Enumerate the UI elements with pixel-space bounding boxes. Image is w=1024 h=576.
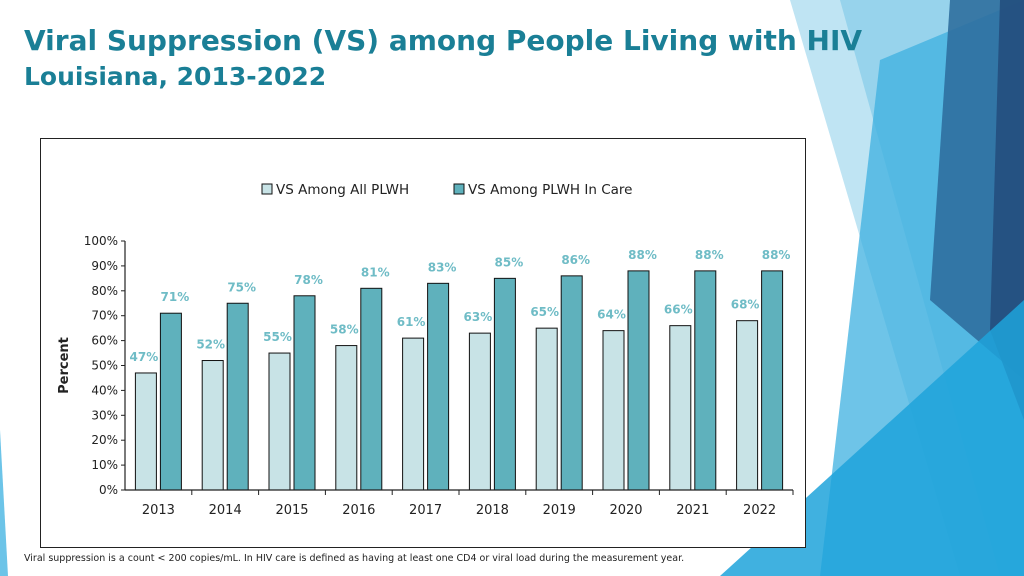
x-tick-label: 2018 bbox=[476, 503, 509, 518]
x-tick-label: 2013 bbox=[142, 503, 175, 518]
data-label-plwh-in-care: 86% bbox=[561, 253, 590, 267]
bar-plwh-in-care bbox=[761, 270, 784, 491]
footnote: Viral suppression is a count < 200 copie… bbox=[24, 553, 685, 564]
bar-plwh-in-care bbox=[560, 275, 583, 491]
bar-all-plwh bbox=[201, 360, 224, 491]
data-label-all-plwh: 65% bbox=[530, 305, 559, 319]
x-tick-label: 2016 bbox=[342, 503, 375, 518]
data-label-plwh-in-care: 88% bbox=[762, 248, 791, 262]
data-label-all-plwh: 64% bbox=[597, 308, 626, 322]
data-label-plwh-in-care: 78% bbox=[294, 273, 323, 287]
data-label-all-plwh: 66% bbox=[664, 303, 693, 317]
data-label-plwh-in-care: 71% bbox=[161, 290, 190, 304]
y-axis-title: Percent bbox=[57, 337, 72, 394]
bar-plwh-in-care bbox=[159, 312, 182, 491]
y-tick-label: 70% bbox=[91, 309, 118, 323]
data-label-plwh-in-care: 75% bbox=[227, 280, 256, 294]
x-tick-label: 2020 bbox=[609, 503, 642, 518]
y-tick-label: 30% bbox=[91, 408, 118, 422]
chart-frame: 0% 10% 20% 30% 40% 50% 60% 70% 80% 90% 100% Percent… bbox=[40, 138, 806, 548]
x-tick-label: 2021 bbox=[676, 503, 709, 518]
bar-plwh-in-care bbox=[360, 287, 383, 491]
legend-swatch-all-plwh bbox=[261, 183, 273, 195]
bar-plwh-in-care bbox=[627, 270, 650, 491]
data-label-plwh-in-care: 88% bbox=[695, 248, 724, 262]
data-label-all-plwh: 68% bbox=[731, 298, 760, 312]
y-tick-label: 40% bbox=[91, 383, 118, 397]
bar-all-plwh bbox=[134, 372, 157, 491]
data-label-plwh-in-care: 85% bbox=[495, 255, 524, 269]
bar-all-plwh bbox=[669, 325, 692, 491]
y-tick-label: 20% bbox=[91, 433, 118, 447]
bar-all-plwh bbox=[535, 327, 558, 491]
data-label-all-plwh: 58% bbox=[330, 323, 359, 337]
y-tick-label: 50% bbox=[91, 359, 118, 373]
bar-plwh-in-care bbox=[226, 302, 249, 491]
bar-all-plwh bbox=[468, 332, 491, 491]
bar-plwh-in-care bbox=[427, 282, 450, 491]
legend-swatch-plwh-in-care bbox=[453, 183, 465, 195]
bar-all-plwh bbox=[736, 320, 759, 491]
data-label-plwh-in-care: 88% bbox=[628, 248, 657, 262]
data-label-all-plwh: 61% bbox=[397, 315, 426, 329]
y-tick-label: 60% bbox=[91, 334, 118, 348]
x-tick-label: 2022 bbox=[743, 503, 776, 518]
x-tick-label: 2014 bbox=[209, 503, 242, 518]
data-label-all-plwh: 52% bbox=[196, 338, 225, 352]
bar-plwh-in-care bbox=[493, 277, 516, 491]
data-label-all-plwh: 47% bbox=[130, 350, 159, 364]
page-title: Viral Suppression (VS) among People Livi… bbox=[24, 24, 863, 57]
y-tick-label: 90% bbox=[91, 259, 118, 273]
page-subtitle: Louisiana, 2013-2022 bbox=[24, 62, 327, 91]
x-tick-label: 2017 bbox=[409, 503, 442, 518]
x-tick-label: 2015 bbox=[275, 503, 308, 518]
legend-label-all-plwh: VS Among All PLWH bbox=[276, 182, 409, 198]
bar-all-plwh bbox=[335, 345, 358, 491]
x-tick-label: 2019 bbox=[543, 503, 576, 518]
bar-all-plwh bbox=[602, 330, 625, 491]
y-tick-label: 0% bbox=[99, 483, 118, 497]
data-label-plwh-in-care: 81% bbox=[361, 265, 390, 279]
bar-all-plwh bbox=[402, 337, 425, 491]
deco-shape-left bbox=[0, 430, 8, 576]
bar-plwh-in-care bbox=[293, 295, 316, 491]
bar-plwh-in-care bbox=[694, 270, 717, 491]
legend-label-plwh-in-care: VS Among PLWH In Care bbox=[468, 182, 632, 198]
data-label-all-plwh: 55% bbox=[263, 330, 292, 344]
data-label-all-plwh: 63% bbox=[464, 310, 493, 324]
y-tick-label: 10% bbox=[91, 458, 118, 472]
y-tick-label: 100% bbox=[84, 234, 118, 248]
y-tick-label: 80% bbox=[91, 284, 118, 298]
data-label-plwh-in-care: 83% bbox=[428, 260, 457, 274]
bar-all-plwh bbox=[268, 352, 291, 491]
bar-chart: 0% 10% 20% 30% 40% 50% 60% 70% 80% 90% 100% Percent… bbox=[57, 182, 794, 518]
